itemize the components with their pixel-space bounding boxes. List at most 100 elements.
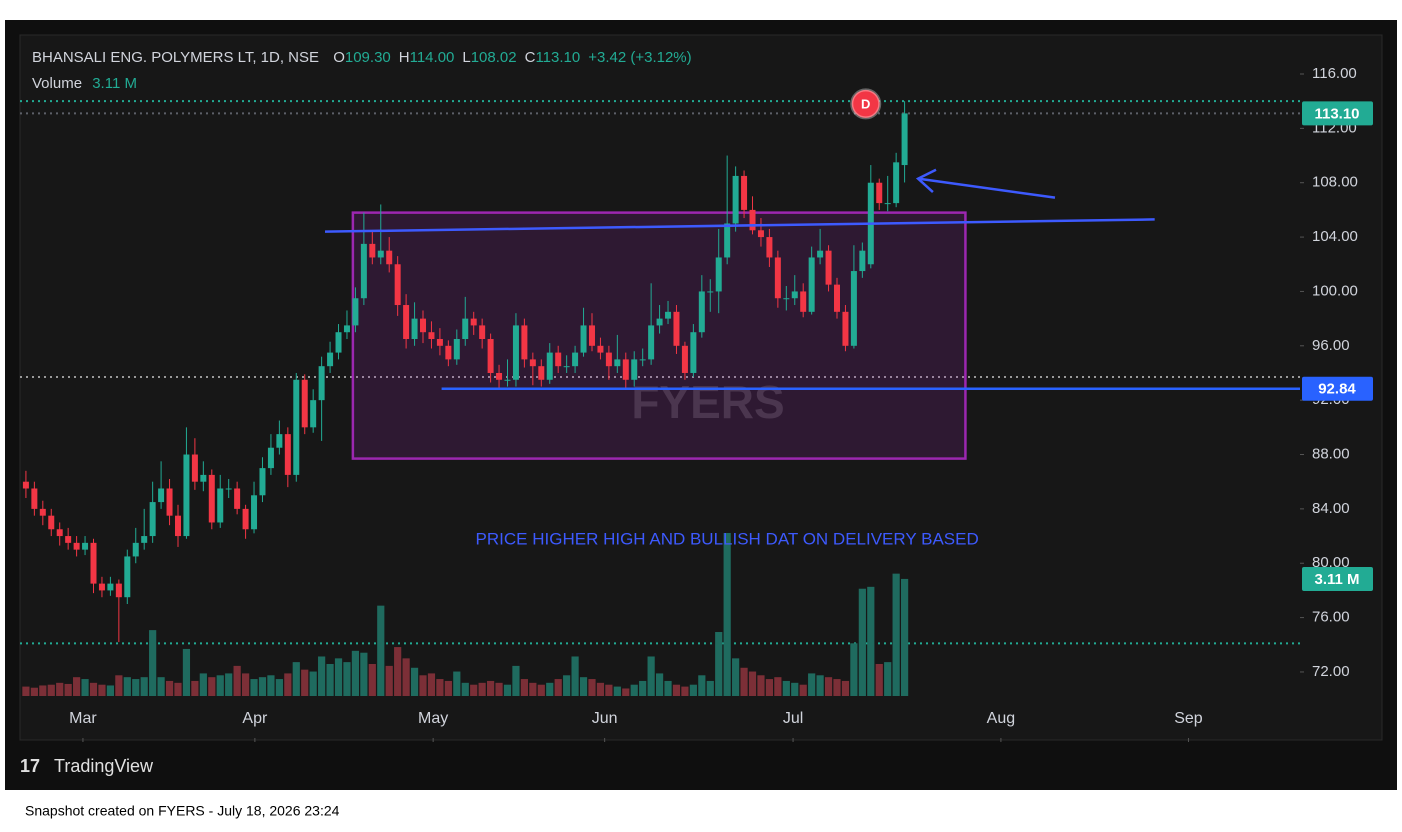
candle-body	[352, 298, 359, 326]
volume-bar	[39, 685, 47, 696]
volume-bar	[900, 578, 909, 696]
volume-bar	[98, 684, 106, 696]
volume-bar	[165, 680, 174, 696]
volume-bar	[444, 680, 452, 696]
candle-body	[470, 318, 477, 326]
candle-body	[656, 318, 663, 326]
candle-body	[276, 434, 283, 448]
volume-bar	[765, 679, 774, 696]
candle-body	[538, 366, 545, 380]
candle-body	[572, 352, 579, 367]
candle-body	[284, 434, 291, 475]
volume-bar	[334, 658, 343, 696]
y-tick-label: 104.00	[1312, 228, 1358, 245]
candle-body	[293, 379, 300, 475]
candle-body	[208, 474, 215, 523]
legend-value: 114.00	[410, 49, 455, 66]
candle-body	[436, 339, 443, 346]
candle-body	[259, 468, 266, 496]
candle-body	[318, 366, 325, 401]
brand-logo: 17	[20, 756, 40, 776]
candle-body	[724, 223, 731, 258]
volume-bar	[537, 684, 545, 696]
candle-body	[825, 250, 832, 285]
volume-bar	[808, 673, 816, 696]
volume-bar	[689, 684, 697, 696]
candle-body	[749, 209, 756, 231]
legend-key: H	[399, 49, 410, 66]
volume-bar	[208, 677, 216, 696]
candle-body	[842, 311, 849, 346]
volume-bar	[22, 686, 30, 696]
candle-body	[707, 291, 714, 293]
volume-bar	[639, 680, 647, 696]
volume-bar	[241, 673, 250, 696]
volume-bar	[275, 679, 283, 696]
volume-bar	[782, 680, 790, 696]
volume-legend: Volume 3.11 M	[32, 75, 137, 92]
support-price-box	[1302, 376, 1373, 401]
volume-bar	[563, 675, 571, 696]
candle-body	[267, 447, 274, 469]
volume-bar	[191, 680, 199, 696]
volume-bar	[546, 682, 554, 696]
event-marker	[850, 88, 882, 120]
volume-bar	[216, 675, 224, 696]
legend-key: L	[462, 49, 470, 66]
candle-body	[377, 250, 384, 258]
volume-bar	[461, 682, 469, 696]
candle-body	[403, 305, 410, 340]
volume-bar	[884, 662, 892, 696]
volume-bar	[520, 679, 528, 696]
volume-bar	[892, 573, 900, 696]
candle-body	[48, 515, 55, 530]
volume-bar	[182, 648, 191, 696]
volume-value: 3.11 M	[92, 75, 137, 92]
volume-bar	[225, 673, 233, 696]
candle-body	[529, 359, 536, 367]
volume-bar	[410, 667, 419, 696]
candle-body	[479, 325, 486, 340]
volume-bar	[81, 679, 89, 696]
volume-bar	[377, 605, 385, 696]
volume-bar	[140, 677, 148, 696]
legend-change: +3.42 (+3.12%)	[588, 49, 691, 66]
candle-body	[876, 182, 883, 204]
candle-body	[884, 203, 891, 205]
candle-body	[31, 488, 38, 509]
watermark-text: FYERS	[631, 376, 784, 428]
candle-body	[622, 359, 629, 380]
volume-tag-text: 3.11 M	[1314, 571, 1359, 588]
volume-bar	[157, 677, 165, 696]
annotation: PRICE HIGHER HIGH AND BULLISH DAT ON DEL…	[476, 530, 979, 549]
plot: PRICE HIGHER HIGH AND BULLISH DAT ON DEL…	[20, 65, 1373, 742]
volume-bar	[698, 675, 706, 696]
candle-body	[98, 583, 105, 591]
volume-bar	[681, 686, 689, 696]
candle-body	[65, 536, 72, 543]
volume-bar	[309, 671, 317, 696]
candle-body	[217, 488, 224, 523]
volume-bar	[343, 662, 351, 696]
volume-bar	[402, 658, 410, 696]
volume-bar	[250, 679, 258, 696]
y-tick-label: 108.00	[1312, 174, 1358, 191]
watermark: FYERS	[631, 376, 784, 428]
x-tick-label: Mar	[69, 710, 97, 727]
candle-body	[360, 243, 367, 299]
candle-body	[251, 495, 258, 530]
arrow-head	[915, 168, 937, 194]
candle-body	[791, 291, 798, 299]
volume-bar	[487, 680, 495, 696]
candle-body	[82, 542, 89, 550]
candle-body	[681, 345, 688, 373]
volume-bar	[841, 680, 850, 696]
volume-bar	[115, 675, 123, 696]
candle-body	[521, 325, 528, 360]
candle-body	[580, 325, 587, 353]
volume-bar	[495, 682, 503, 696]
volume-bar	[748, 671, 757, 696]
last-price-box	[1302, 101, 1373, 126]
candle-body	[411, 318, 418, 340]
volume-bar	[706, 680, 714, 696]
